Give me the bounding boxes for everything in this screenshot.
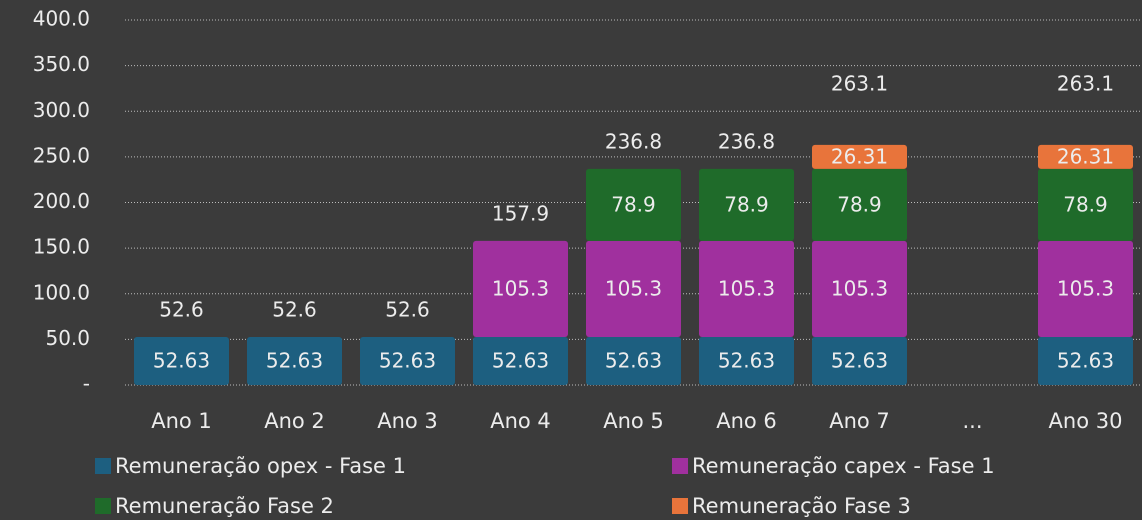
bar-segment [1038,168,1133,241]
data-label: 105.3 [718,276,775,300]
y-tick-label: 100.0 [33,280,90,304]
bar-segment [134,336,229,385]
y-tick-label: 150.0 [33,235,90,259]
x-tick-label: Ano 1 [151,409,212,433]
x-tick-label: Ano 30 [1049,409,1123,433]
legend-swatch [95,458,111,474]
x-tick-label: Ano 3 [377,409,438,433]
data-label: 52.63 [718,348,775,372]
legend-label: Remuneração Fase 2 [115,494,334,518]
total-label: 263.1 [1057,71,1114,95]
bar-segment [1038,144,1133,169]
data-label: 105.3 [492,276,549,300]
legend-label: Remuneração opex - Fase 1 [115,454,406,478]
total-label: 236.8 [718,129,775,153]
total-label: 52.6 [159,297,204,321]
data-label: 52.63 [831,348,888,372]
y-tick-label: 250.0 [33,143,90,167]
x-tick-label: Ano 2 [264,409,325,433]
total-label: 157.9 [492,201,549,225]
data-label: 78.9 [837,192,882,216]
bar-segment [699,240,794,337]
data-label: 26.31 [1057,144,1114,168]
data-label: 78.9 [724,192,769,216]
data-label: 78.9 [1063,192,1108,216]
data-label: 105.3 [831,276,888,300]
legend-swatch [672,498,688,514]
bar-segment [812,336,907,385]
x-tick-label: Ano 7 [829,409,890,433]
bar-segment [812,240,907,337]
y-tick-label: 200.0 [33,189,90,213]
x-tick-label: Ano 6 [716,409,777,433]
y-tick-label: 350.0 [33,52,90,76]
legend-swatch [95,498,111,514]
y-tick-label: 400.0 [33,7,90,31]
bar-segment [586,168,681,241]
total-label: 263.1 [831,71,888,95]
data-label: 52.63 [605,348,662,372]
bar-segment [812,144,907,169]
data-label: 78.9 [611,192,656,216]
data-label: 52.63 [379,348,436,372]
bar-segment [473,240,568,337]
total-label: 52.6 [272,297,317,321]
bar-segment [1038,336,1133,385]
data-label: 105.3 [1057,276,1114,300]
bar-segment [586,336,681,385]
total-label: 52.6 [385,297,430,321]
bar-segment [473,336,568,385]
bar-segment [699,336,794,385]
x-tick-label: ... [962,409,982,433]
legend-swatch [672,458,688,474]
data-label: 105.3 [605,276,662,300]
data-label: 52.63 [266,348,323,372]
bar-segment [247,336,342,385]
total-label: 236.8 [605,129,662,153]
legend-label: Remuneração capex - Fase 1 [692,454,995,478]
bar-segment [699,168,794,241]
legend-label: Remuneração Fase 3 [692,494,911,518]
y-tick-label: - [83,372,90,396]
x-tick-label: Ano 4 [490,409,551,433]
x-tick-label: Ano 5 [603,409,664,433]
bar-segment [360,336,455,385]
bar-segment [1038,240,1133,337]
data-label: 52.63 [492,348,549,372]
y-tick-label: 50.0 [45,326,90,350]
bar-segment [812,168,907,241]
data-label: 26.31 [831,144,888,168]
y-tick-label: 300.0 [33,98,90,122]
data-label: 52.63 [1057,348,1114,372]
data-label: 52.63 [153,348,210,372]
bar-segment [586,240,681,337]
